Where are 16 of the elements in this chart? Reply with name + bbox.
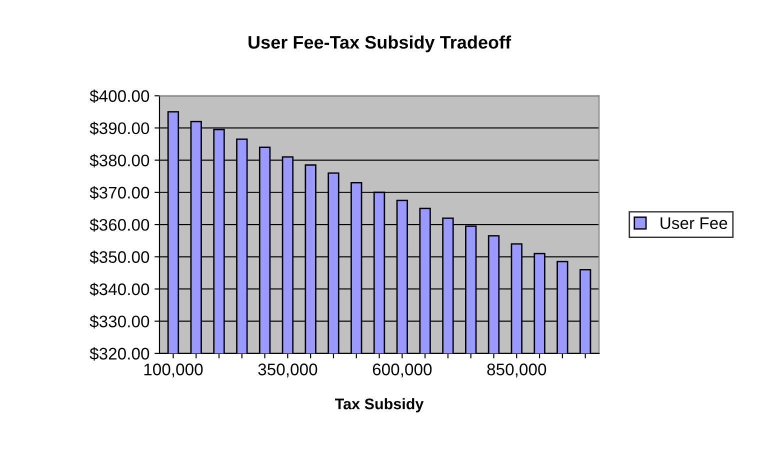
y-tick-label: $350.00: [90, 250, 150, 264]
y-tick-label: $340.00: [90, 282, 150, 296]
y-tick-label: $390.00: [90, 122, 150, 136]
chart-title: User Fee-Tax Subsidy Tradeoff: [248, 35, 512, 52]
y-tick-label: $330.00: [90, 314, 150, 328]
legend-label: User Fee: [660, 217, 728, 230]
y-tick-label: $320.00: [90, 347, 150, 361]
y-tick-label: $370.00: [90, 186, 150, 200]
x-tick-label: 100,000: [144, 364, 203, 378]
y-tick-label: $380.00: [90, 154, 150, 168]
y-tick-label: $360.00: [90, 218, 150, 232]
x-tick-label: 350,000: [258, 364, 318, 378]
y-tick-label: $400.00: [90, 89, 150, 103]
x-axis-title: Tax Subsidy: [335, 398, 424, 412]
x-tick-label: 600,000: [372, 364, 432, 378]
x-tick-label: 850,000: [487, 364, 546, 378]
